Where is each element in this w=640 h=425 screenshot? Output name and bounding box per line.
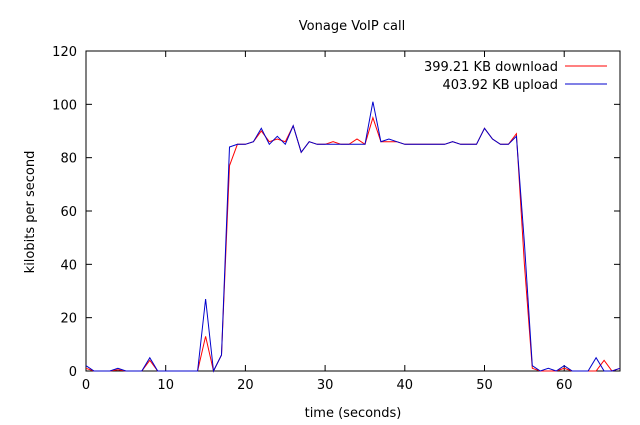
y-tick-label: 0 <box>69 365 77 380</box>
y-tick-label: 60 <box>60 205 77 220</box>
y-axis-label: kilobits per second <box>23 151 38 274</box>
x-tick-label: 60 <box>556 378 573 393</box>
y-tick-label: 40 <box>60 258 77 273</box>
chart-title: Vonage VoIP call <box>299 19 405 34</box>
x-tick-label: 0 <box>82 378 90 393</box>
y-tick-label: 100 <box>52 98 77 113</box>
legend-label-0: 399.21 KB download <box>424 60 558 75</box>
legend-label-1: 403.92 KB upload <box>443 78 558 93</box>
y-tick-label: 80 <box>60 152 77 167</box>
x-tick-label: 30 <box>317 378 334 393</box>
plot-frame <box>85 50 621 372</box>
x-tick-label: 50 <box>476 378 493 393</box>
series-line-1 <box>85 101 621 373</box>
y-tick-label: 20 <box>60 312 77 327</box>
x-axis-label: time (seconds) <box>305 406 402 421</box>
x-tick-label: 40 <box>397 378 414 393</box>
x-tick-label: 10 <box>157 378 174 393</box>
series-line-0 <box>85 116 621 373</box>
y-tick-label: 120 <box>52 45 77 60</box>
x-tick-label: 20 <box>237 378 254 393</box>
